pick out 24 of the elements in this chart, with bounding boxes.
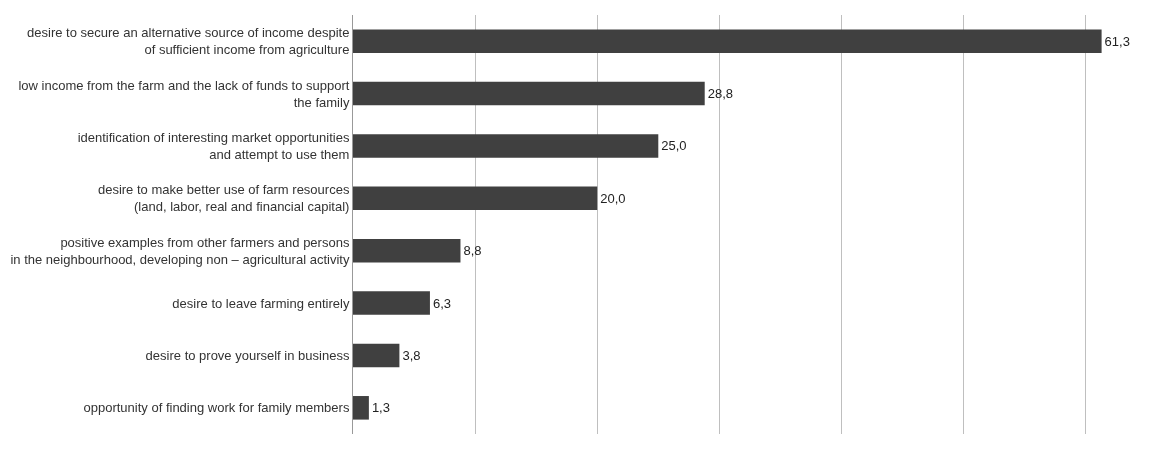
data-label: 8,8 <box>463 243 482 259</box>
y-tick-label: low income from the farm and the lack of funds to support the family <box>18 77 350 110</box>
bar <box>353 238 461 263</box>
bar <box>353 186 598 211</box>
data-label: 1,3 <box>371 400 390 416</box>
bar <box>353 29 1102 53</box>
y-tick-label: desire to prove yourself in business <box>145 347 350 363</box>
bar <box>353 343 400 368</box>
data-label: 3,8 <box>402 347 421 363</box>
y-tick-label: desire to leave farming entirely <box>172 295 350 311</box>
bar <box>353 81 705 106</box>
y-tick-label: desire to secure an alternative source of income despite of sufficient income from agriculture <box>27 25 350 58</box>
y-tick-label: desire to make better use of farm resources (land, labor, real and financial capital) <box>97 182 350 215</box>
y-tick-label: opportunity of finding work for family members <box>83 400 350 416</box>
y-tick-label: identification of interesting market opportunities and attempt to use them <box>77 130 350 162</box>
bar <box>353 396 369 420</box>
data-label: 25,0 <box>661 138 687 154</box>
bar <box>353 134 659 158</box>
bar <box>353 291 430 315</box>
y-tick-label: positive examples from other farmers and persons in the neighbourhood, developing non – agricultural activity <box>10 234 350 267</box>
data-label: 20,0 <box>600 190 626 206</box>
data-label: 61,3 <box>1104 33 1130 49</box>
data-label: 6,3 <box>432 295 452 311</box>
data-label: 28,8 <box>707 86 734 102</box>
